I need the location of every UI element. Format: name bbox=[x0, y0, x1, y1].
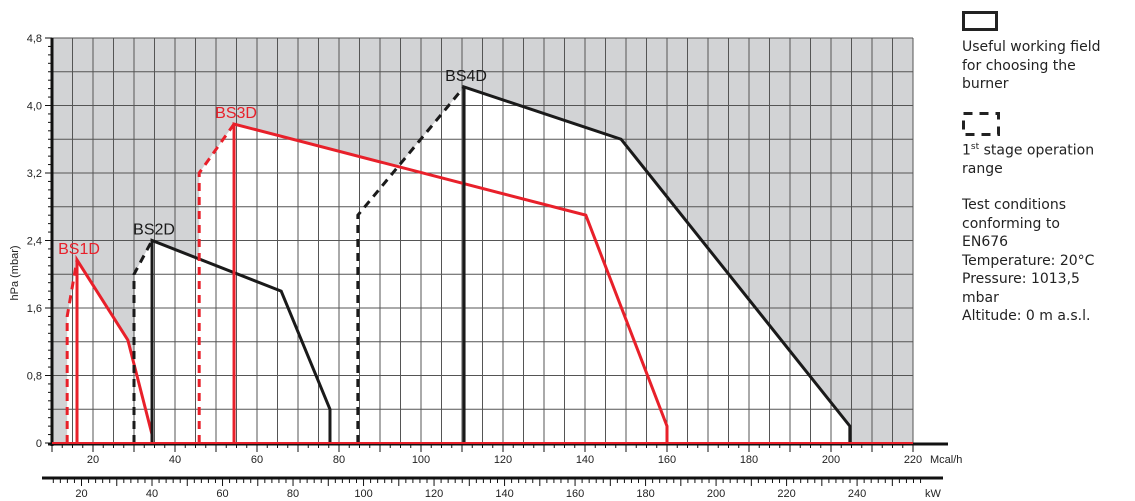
series-label-bs2d: BS2D bbox=[133, 222, 175, 239]
kw-tick-label: 60 bbox=[216, 488, 228, 500]
kw-tick-label: 80 bbox=[287, 488, 299, 500]
legend-working-field: Useful working field for choosing the bu… bbox=[962, 38, 1132, 94]
legend-text: burner bbox=[962, 76, 1009, 92]
y-tick-label: 0 bbox=[36, 438, 42, 450]
y-tick-label: 4,0 bbox=[27, 101, 42, 113]
x-tick-label: 120 bbox=[494, 454, 512, 466]
legend-dashed-box-icon bbox=[962, 111, 1000, 136]
kw-tick-label: 220 bbox=[777, 488, 795, 500]
legend-sup: st bbox=[970, 141, 980, 152]
legend-text: conforming to bbox=[962, 215, 1060, 232]
y-tick-label: 2,4 bbox=[27, 236, 42, 248]
kw-tick-label: 180 bbox=[636, 488, 654, 500]
y-axis-label: hPa (mbar) bbox=[9, 245, 21, 300]
working-field-line-bs2d bbox=[150, 238, 332, 443]
x-tick-label: 180 bbox=[740, 454, 758, 466]
legend-text: Altitude: 0 m a.s.l. bbox=[962, 308, 1091, 325]
x-tick-label: 140 bbox=[576, 454, 594, 466]
legend-solid-box-icon bbox=[962, 11, 998, 31]
x-tick-label: 200 bbox=[822, 454, 840, 466]
legend: Useful working field for choosing the bu… bbox=[962, 0, 1132, 326]
y-tick-label: 3,2 bbox=[27, 168, 42, 180]
legend-text: mbar bbox=[962, 289, 999, 306]
legend-text: stage operation bbox=[979, 142, 1095, 159]
legend-text: for choosing the bbox=[962, 57, 1076, 74]
x-axis-unit: Mcal/h bbox=[930, 454, 962, 466]
y-tick-label: 1,6 bbox=[27, 303, 42, 315]
first-stage-line-bs1d bbox=[65, 259, 79, 443]
first-stage-line-bs2d bbox=[132, 239, 154, 443]
first-stage-line-bs3d bbox=[197, 123, 236, 443]
x-tick-label: 100 bbox=[412, 454, 430, 466]
x-tick-label: 40 bbox=[169, 454, 181, 466]
y-tick-label: 0,8 bbox=[27, 371, 42, 383]
x-tick-label: 20 bbox=[87, 454, 99, 466]
working-field-line-bs3d bbox=[232, 122, 669, 443]
kw-tick-label: 100 bbox=[354, 488, 372, 500]
series-label-bs1d: BS1D bbox=[58, 241, 100, 258]
legend-text: range bbox=[962, 160, 1003, 177]
legend-text: Pressure: 1013,5 bbox=[962, 271, 1080, 288]
kw-tick-label: 20 bbox=[75, 488, 87, 500]
kw-tick-label: 40 bbox=[146, 488, 158, 500]
legend-first-stage: 1st stage operation range bbox=[962, 138, 1132, 179]
legend-text: 1 bbox=[962, 142, 971, 159]
kw-tick-label: 120 bbox=[425, 488, 443, 500]
x-tick-label: 60 bbox=[251, 454, 263, 466]
legend-conditions: Test conditions conforming to EN676 Temp… bbox=[962, 196, 1132, 326]
kw-tick-label: 240 bbox=[848, 488, 866, 500]
working-field-line-bs4d bbox=[462, 84, 852, 443]
kw-axis-unit: kW bbox=[925, 488, 942, 500]
working-area-fill bbox=[67, 259, 153, 443]
legend-text: EN676 bbox=[962, 234, 1009, 251]
kw-tick-label: 160 bbox=[566, 488, 584, 500]
series-label-bs3d: BS3D bbox=[215, 105, 257, 122]
y-tick-label: 4,8 bbox=[27, 33, 42, 45]
legend-text: Test conditions bbox=[962, 197, 1067, 214]
legend-text: Useful working field bbox=[962, 39, 1101, 55]
kw-tick-label: 140 bbox=[495, 488, 513, 500]
kw-tick-label: 200 bbox=[707, 488, 725, 500]
x-tick-label: 160 bbox=[658, 454, 676, 466]
x-tick-label: 80 bbox=[333, 454, 345, 466]
x-tick-label: 220 bbox=[904, 454, 922, 466]
first-stage-line-bs4d bbox=[356, 85, 466, 443]
series-label-bs4d: BS4D bbox=[445, 68, 487, 85]
legend-text: Temperature: 20°C bbox=[962, 252, 1095, 269]
